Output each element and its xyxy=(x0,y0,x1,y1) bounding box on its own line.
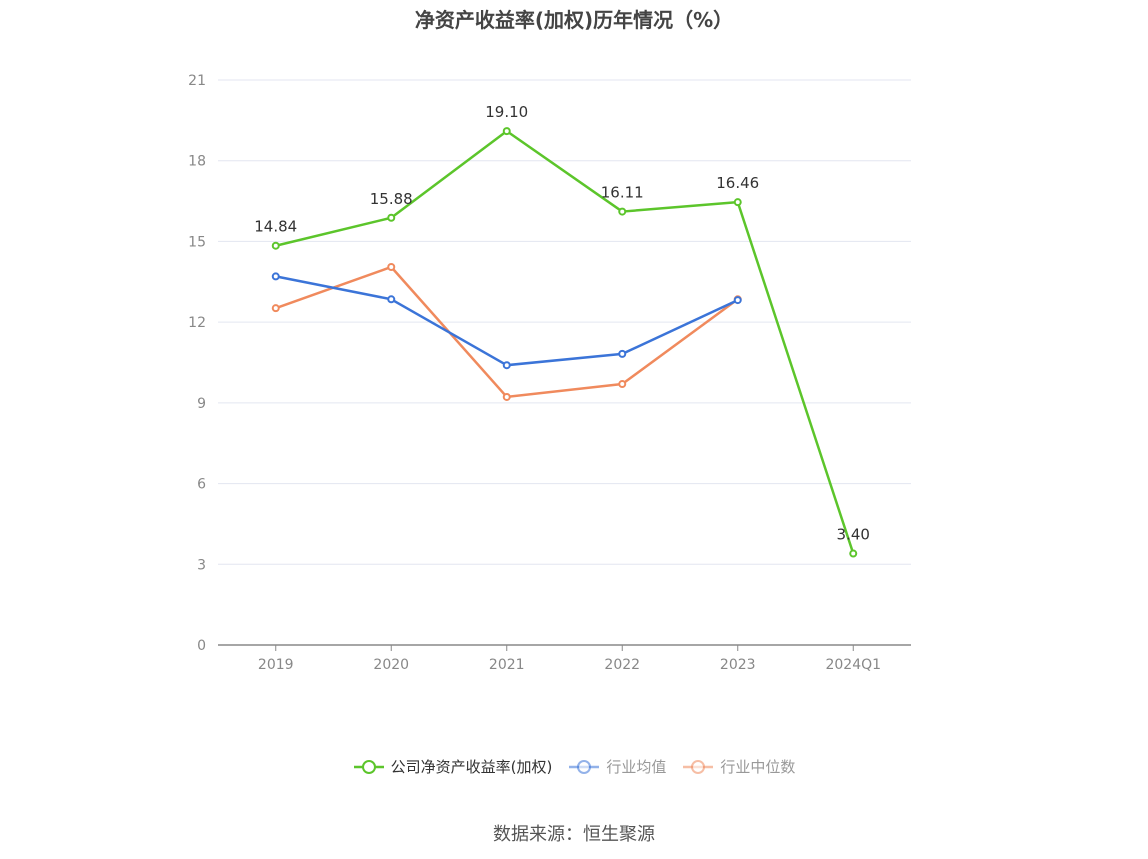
series-line xyxy=(275,129,855,554)
data-point xyxy=(618,380,627,389)
x-tick-label: 2022 xyxy=(604,657,640,673)
x-tick-label: 2023 xyxy=(720,657,756,673)
data-point xyxy=(271,272,280,281)
legend-item[interactable]: 行业中位数 xyxy=(682,756,795,777)
data-label: 15.88 xyxy=(370,190,413,208)
legend-label: 行业均值 xyxy=(606,758,667,776)
data-point xyxy=(618,349,627,358)
data-point xyxy=(502,392,511,401)
y-tick-label: 12 xyxy=(188,315,206,331)
legend-label: 行业中位数 xyxy=(720,758,796,776)
legend-item[interactable]: 行业均值 xyxy=(568,756,666,777)
x-tick-label: 2021 xyxy=(489,657,525,673)
data-source: 数据来源：恒生聚源 xyxy=(493,824,655,845)
data-point xyxy=(387,213,396,222)
data-label: 16.46 xyxy=(716,174,759,192)
y-tick-label: 6 xyxy=(197,477,206,493)
data-point xyxy=(733,296,742,305)
data-label: 16.11 xyxy=(601,184,644,202)
legend-line-icon xyxy=(683,759,714,774)
data-label: 3.40 xyxy=(837,526,870,544)
grid-layer xyxy=(218,79,911,565)
y-tick-label: 0 xyxy=(197,638,206,654)
y-tick-label: 18 xyxy=(188,154,206,170)
data-point xyxy=(387,262,396,271)
data-point xyxy=(849,549,858,558)
data-point xyxy=(387,295,396,304)
line-chart: 0 3 6 9 12 15 18 21 2019 2020 2021 2022 2023 2024Q1 1… xyxy=(188,73,911,673)
data-point xyxy=(502,361,511,370)
data-label: 19.10 xyxy=(485,103,528,121)
data-point xyxy=(733,198,742,207)
chart-title: 净资产收益率(加权)历年情况（%） xyxy=(414,8,734,32)
legend-line-icon xyxy=(569,759,600,774)
x-tick-label: 2019 xyxy=(258,657,294,673)
y-tick-label: 3 xyxy=(197,557,206,573)
y-tick-label: 21 xyxy=(188,73,206,89)
data-point xyxy=(502,127,511,136)
data-point xyxy=(271,241,280,250)
data-label: 14.84 xyxy=(254,218,297,236)
data-point xyxy=(271,304,280,313)
axis-layer: 0 3 6 9 12 15 18 21 2019 2020 2021 2022 2023 2024Q1 xyxy=(188,73,911,673)
x-tick-label: 2020 xyxy=(373,657,409,673)
x-tick-label: 2024Q1 xyxy=(825,657,881,673)
data-label-layer: 14.84 15.88 19.10 16.11 16.46 3.40 xyxy=(254,103,870,543)
legend-item[interactable]: 公司净资产收益率(加权) xyxy=(353,756,553,777)
y-tick-label: 15 xyxy=(188,234,206,250)
legend-line-icon xyxy=(353,759,384,774)
y-tick-label: 9 xyxy=(197,396,206,412)
legend-label: 公司净资产收益率(加权) xyxy=(390,758,553,776)
series-line xyxy=(275,275,739,367)
series-layer xyxy=(271,127,858,558)
legend: 公司净资产收益率(加权) 行业均值 行业中位数 xyxy=(0,756,1148,777)
data-point xyxy=(618,207,627,216)
